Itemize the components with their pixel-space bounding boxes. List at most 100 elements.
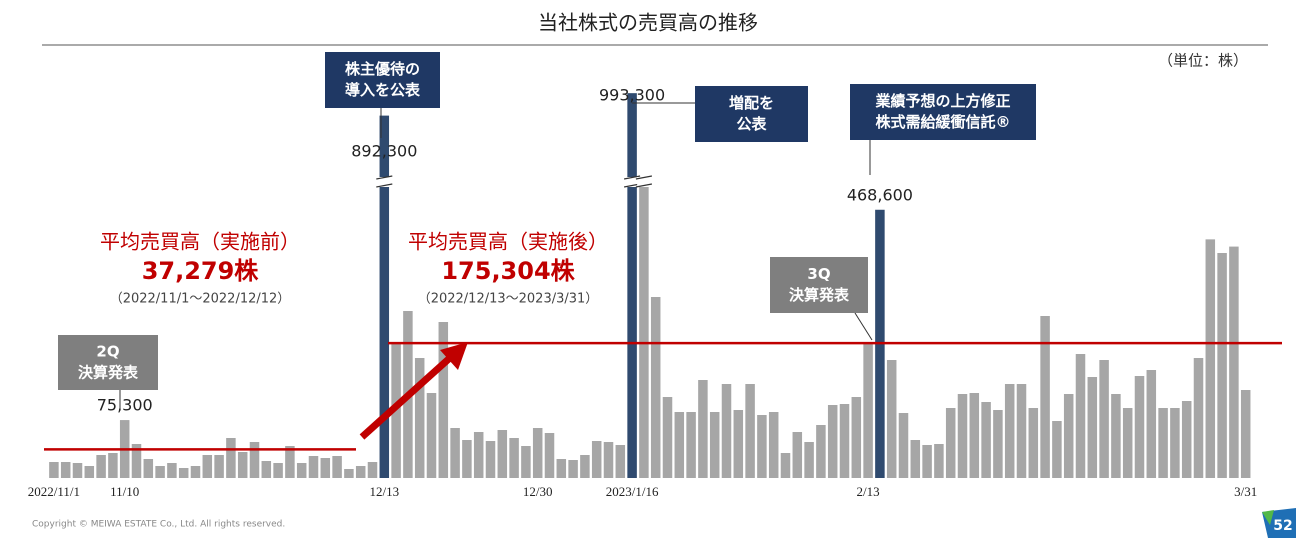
annotation-box	[325, 52, 440, 108]
bar	[804, 442, 814, 478]
annotation-text: 株主優待の	[345, 60, 420, 78]
bar	[532, 428, 543, 478]
x-tick-label: 12/30	[523, 484, 553, 499]
bar	[261, 461, 272, 478]
bar	[910, 440, 921, 478]
trend-arrow	[359, 353, 455, 440]
bar	[1087, 377, 1098, 478]
bar	[757, 415, 767, 478]
bar	[1063, 394, 1074, 478]
bar	[320, 458, 331, 478]
bar	[332, 456, 342, 478]
bar	[1193, 358, 1204, 478]
bar	[650, 297, 661, 478]
value-label: 892,300	[351, 142, 417, 161]
bar	[237, 452, 248, 478]
bar	[84, 466, 95, 478]
bar	[485, 441, 496, 478]
average-period: （2022/12/13～2023/3/31）	[418, 292, 599, 307]
average-value: 175,304株	[441, 257, 575, 285]
bar	[945, 408, 956, 478]
bar	[839, 404, 850, 478]
bar	[662, 397, 673, 478]
annotation-text: 株式需給緩衝信託®	[875, 113, 1010, 131]
annotation-box	[58, 335, 158, 390]
bar	[1158, 408, 1168, 478]
bar	[745, 384, 755, 478]
bar	[414, 358, 425, 478]
bar	[426, 393, 437, 478]
bar	[131, 444, 142, 478]
value-label: 75,300	[97, 396, 153, 415]
bar	[1004, 384, 1015, 478]
axis-break-gap	[377, 177, 392, 187]
bar	[178, 468, 189, 478]
trend-arrow-head	[440, 342, 468, 370]
bar	[108, 453, 118, 478]
axis-break-gap	[637, 177, 651, 187]
annotation-text: 導入を公表	[345, 81, 421, 99]
bar	[1134, 376, 1145, 478]
bar	[462, 440, 472, 478]
bar	[674, 412, 685, 478]
page-number: 52	[1273, 518, 1292, 534]
bar	[863, 343, 873, 478]
bar	[96, 455, 106, 478]
bar	[851, 397, 862, 478]
annotation-text: 2Q	[96, 343, 119, 361]
bar	[1240, 390, 1251, 478]
bar	[1028, 408, 1039, 478]
value-label: 468,600	[847, 185, 913, 204]
bar	[450, 428, 460, 478]
bar	[521, 446, 531, 478]
bar	[768, 412, 779, 478]
bar	[249, 442, 260, 478]
bar	[438, 322, 449, 478]
axis-break-mark	[376, 175, 393, 188]
bar	[226, 438, 236, 478]
average-period: （2022/11/1～2022/12/12）	[110, 292, 291, 307]
bar	[733, 410, 744, 478]
x-tick-label: 2/13	[857, 484, 880, 499]
bar	[1075, 354, 1086, 478]
bar	[1052, 421, 1062, 478]
bar	[993, 410, 1003, 478]
bar	[367, 462, 378, 478]
bar	[698, 380, 708, 478]
bar	[308, 456, 319, 478]
bar	[1111, 394, 1121, 478]
bar	[509, 438, 519, 478]
value-label: 993,300	[599, 86, 665, 105]
bar	[922, 445, 932, 478]
bar	[627, 93, 637, 479]
x-tick-label: 11/10	[110, 484, 139, 499]
bar	[379, 115, 390, 478]
x-tick-label: 2023/1/16	[606, 484, 659, 499]
bar	[1016, 384, 1027, 478]
bar	[202, 455, 213, 478]
bar	[544, 433, 555, 478]
average-label: 平均売買高（実施後）	[408, 230, 608, 254]
bar	[1040, 316, 1050, 478]
annotation-box	[695, 86, 808, 142]
x-tick-label: 3/31	[1234, 484, 1257, 499]
bar	[273, 463, 283, 478]
bar	[1146, 370, 1157, 478]
bar	[296, 463, 307, 478]
bar	[603, 442, 614, 478]
bar	[686, 412, 696, 478]
bar	[1217, 253, 1227, 478]
bar	[1170, 408, 1180, 478]
copyright: Copyright © MEIWA ESTATE Co., Ltd. All r…	[32, 520, 285, 530]
annotation-text: 決算発表	[78, 364, 139, 382]
bar	[1229, 246, 1239, 478]
bar	[344, 469, 354, 478]
bar	[355, 466, 366, 478]
bar	[957, 394, 968, 478]
annotation-box	[850, 84, 1036, 140]
unit-label: （単位：株）	[1158, 52, 1248, 70]
bar	[969, 393, 980, 478]
bar	[285, 446, 295, 478]
annotation-text: 増配を	[729, 94, 774, 112]
